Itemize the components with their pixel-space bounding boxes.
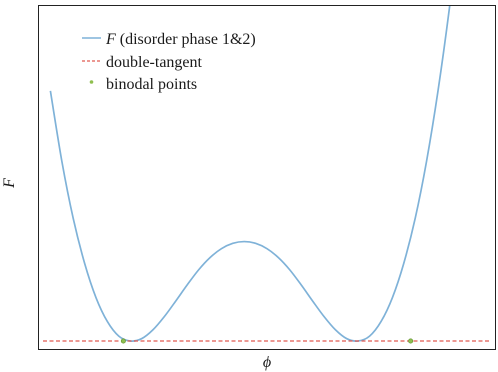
binodal-point-1	[120, 338, 126, 344]
legend-swatch-binodal-points	[89, 80, 94, 84]
legend-label-binodal-points: binodal points	[106, 76, 197, 93]
legend: F (disorder phase 1&2) double-tangent bi…	[82, 31, 256, 93]
plot-frame	[38, 5, 496, 350]
y-axis-label: F	[1, 178, 18, 189]
legend-label-f-prefix: F	[105, 31, 116, 48]
legend-label-f-curve: F (disorder phase 1&2)	[105, 31, 256, 48]
legend-label-f-suffix: (disorder phase 1&2)	[116, 31, 256, 48]
plot-area	[43, 6, 491, 344]
legend-label-double-tangent: double-tangent	[106, 54, 203, 71]
binodal-point-2	[408, 338, 414, 344]
f-curve	[49, 6, 451, 342]
x-axis-label: ϕ	[263, 354, 271, 371]
